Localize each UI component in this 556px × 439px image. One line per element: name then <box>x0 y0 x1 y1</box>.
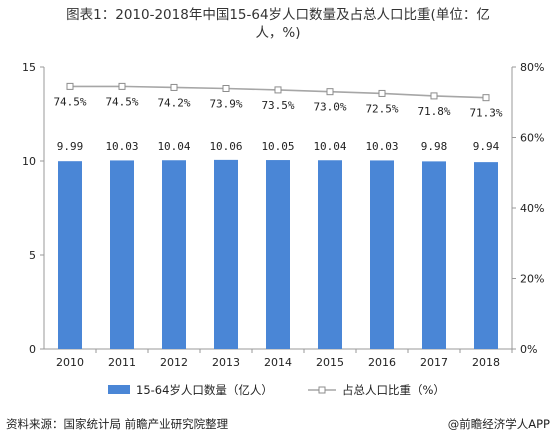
y-left-tick-label: 5 <box>29 249 36 262</box>
bar <box>370 160 394 349</box>
ratio-value-label: 73.0% <box>313 101 346 114</box>
bar-value-label: 10.03 <box>105 140 138 153</box>
chart-title: 图表1：2010-2018年中国15-64岁人口数量及占总人口比重(单位：亿 人… <box>0 6 556 42</box>
x-tick-label: 2011 <box>108 356 136 369</box>
x-tick-label: 2013 <box>212 356 240 369</box>
bar <box>422 161 446 349</box>
x-tick-label: 2017 <box>420 356 448 369</box>
y-right-tick-label: 80% <box>520 61 544 74</box>
x-tick-label: 2010 <box>56 356 84 369</box>
y-left-tick-label: 0 <box>29 343 36 356</box>
ratio-value-label: 72.5% <box>365 102 398 115</box>
bar-value-label: 9.99 <box>57 140 84 153</box>
y-right-tick-label: 60% <box>520 132 544 145</box>
bar <box>162 160 186 349</box>
ratio-value-label: 74.5% <box>53 95 86 108</box>
ratio-value-label: 71.3% <box>469 107 502 120</box>
source-note: 资料来源：国家统计局 前瞻产业研究院整理 <box>6 417 229 431</box>
y-left-tick-label: 10 <box>22 155 36 168</box>
ratio-value-label: 74.5% <box>105 95 138 108</box>
x-tick-label: 2016 <box>368 356 396 369</box>
ratio-point <box>430 92 438 100</box>
legend-line-marker <box>318 386 326 394</box>
ratio-point <box>326 88 334 96</box>
bar <box>58 161 82 349</box>
ratio-value-label: 73.5% <box>261 99 294 112</box>
ratio-point <box>118 82 126 90</box>
x-tick-label: 2015 <box>316 356 344 369</box>
bar-value-label: 10.03 <box>365 140 398 153</box>
y-left-tick-label: 15 <box>22 61 36 74</box>
y-right-tick-label: 0% <box>520 343 537 356</box>
bar-value-label: 10.04 <box>157 140 190 153</box>
bar <box>474 162 498 349</box>
bar <box>266 160 290 349</box>
ratio-point <box>274 86 282 94</box>
chart-title-line-1: 图表1：2010-2018年中国15-64岁人口数量及占总人口比重(单位：亿 <box>66 7 490 23</box>
legend-bar-swatch <box>108 385 130 394</box>
bar-value-label: 10.06 <box>209 140 242 153</box>
ratio-point <box>222 85 230 93</box>
x-tick-label: 2012 <box>160 356 188 369</box>
legend-bar-label: 15-64岁人口数量（亿人） <box>136 383 273 397</box>
x-tick-label: 2014 <box>264 356 292 369</box>
y-right-tick-label: 40% <box>520 202 544 215</box>
bar-value-label: 9.98 <box>421 140 448 153</box>
bar <box>318 160 342 349</box>
y-right-tick-label: 20% <box>520 273 544 286</box>
chart-title-line-2: 人，%) <box>255 25 301 41</box>
ratio-value-label: 71.8% <box>417 105 450 118</box>
ratio-point <box>66 82 74 90</box>
legend-line-label: 占总人口比重（%） <box>342 383 445 397</box>
ratio-point <box>482 94 490 102</box>
x-tick-label: 2018 <box>472 356 500 369</box>
bar-value-label: 10.05 <box>261 140 294 153</box>
bar <box>214 159 238 349</box>
ratio-point <box>378 89 386 97</box>
bar-value-label: 9.94 <box>473 140 500 153</box>
bar <box>110 160 134 349</box>
bar-value-label: 10.04 <box>313 140 346 153</box>
ratio-point <box>170 83 178 91</box>
ratio-value-label: 73.9% <box>209 98 242 111</box>
ratio-value-label: 74.2% <box>157 96 190 109</box>
brand-watermark: @前瞻经济学人APP <box>447 417 550 431</box>
